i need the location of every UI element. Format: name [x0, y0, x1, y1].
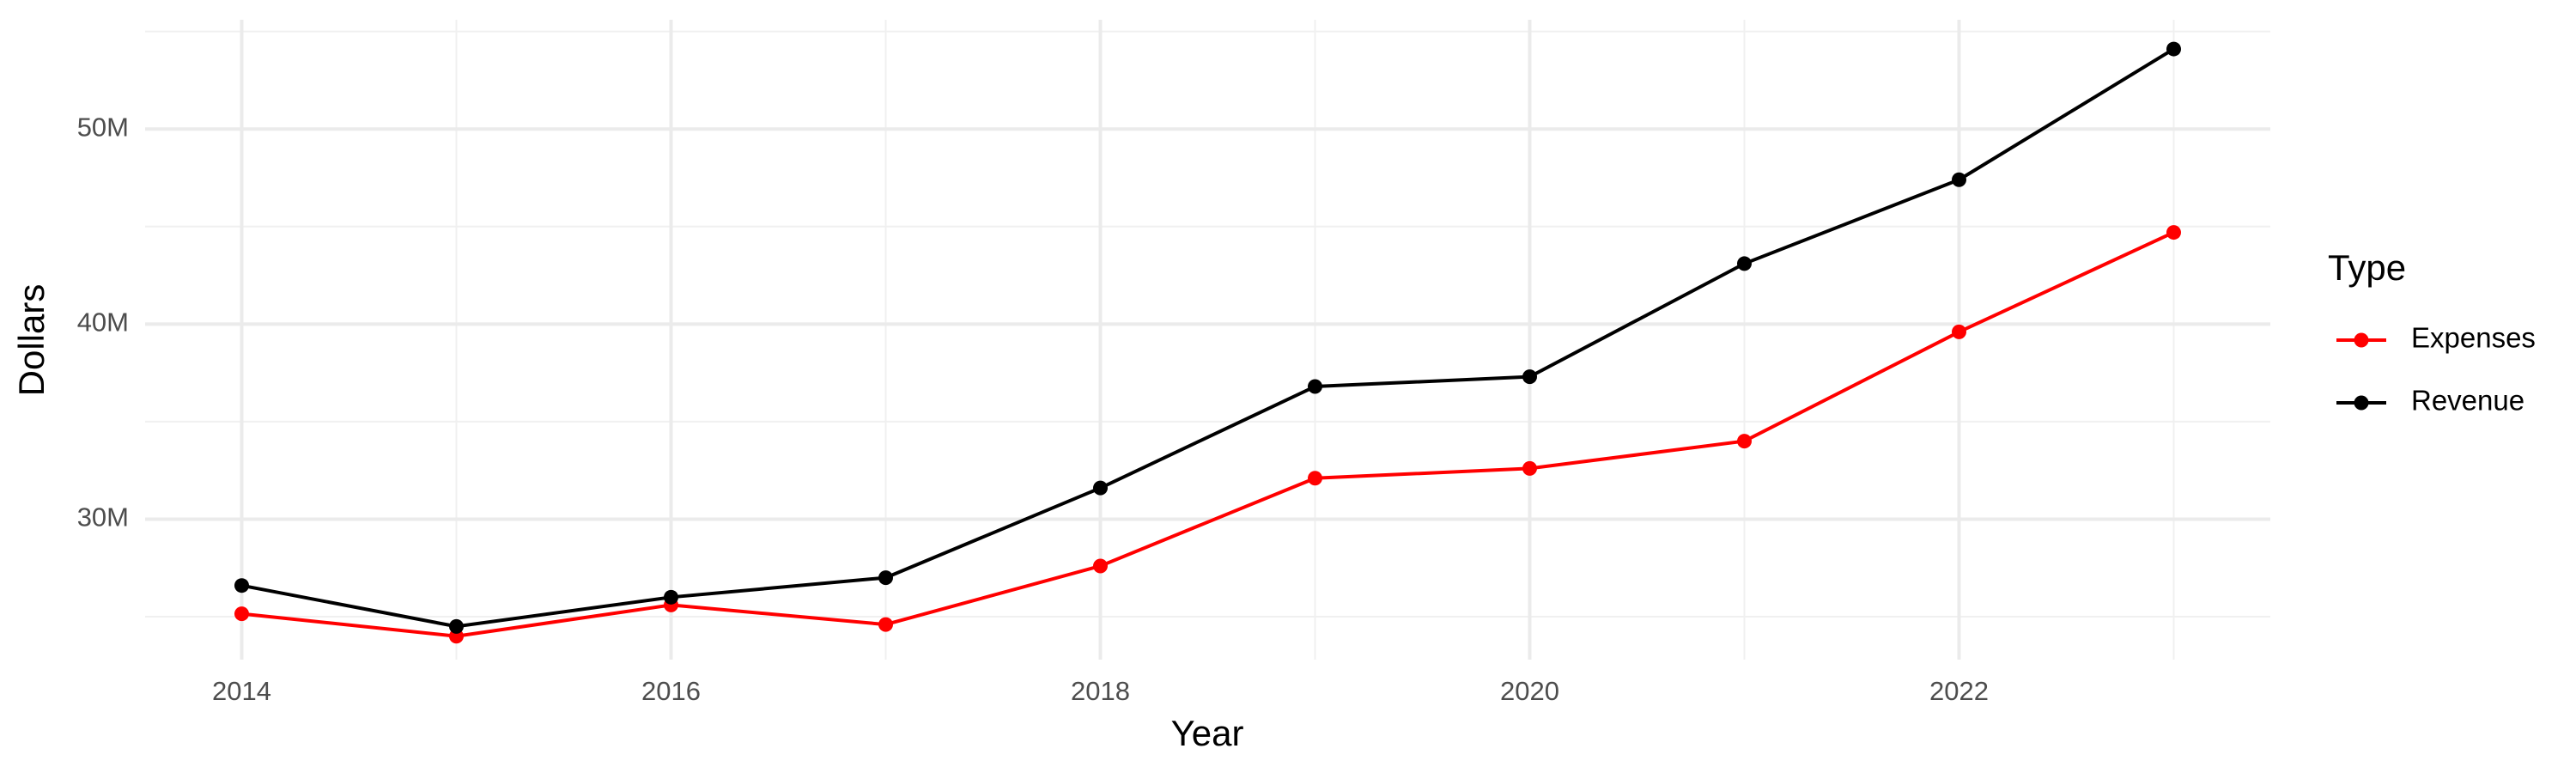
data-point: [234, 578, 249, 593]
data-point: [1308, 379, 1322, 394]
data-point: [2166, 225, 2181, 240]
data-point: [234, 606, 249, 622]
data-point: [449, 618, 464, 634]
data-point: [2166, 41, 2181, 57]
x-axis-title: Year: [1171, 713, 1244, 753]
data-point: [1952, 324, 1966, 339]
legend-label: Expenses: [2411, 322, 2536, 354]
legend-title: Type: [2328, 247, 2406, 288]
legend-key-point: [2354, 332, 2369, 348]
x-tick-label: 2016: [641, 676, 701, 706]
data-point: [1737, 256, 1752, 271]
series-line: [241, 47, 2175, 629]
x-tick-label: 2014: [212, 676, 271, 706]
data-point: [878, 570, 893, 586]
data-point: [1522, 369, 1537, 385]
data-point: [1093, 558, 1108, 574]
x-tick-label: 2022: [1929, 676, 1989, 706]
y-tick-label: 50M: [77, 112, 129, 142]
data-point: [1952, 172, 1966, 187]
data-point: [664, 589, 678, 605]
data-point: [1522, 460, 1537, 476]
x-tick-label: 2020: [1500, 676, 1559, 706]
series-line: [241, 230, 2175, 638]
data-point: [1737, 434, 1752, 449]
y-tick-label: 40M: [77, 307, 129, 338]
x-tick-label: 2018: [1071, 676, 1130, 706]
legend-key-point: [2354, 395, 2369, 411]
data-point: [1093, 480, 1108, 496]
legend-label: Revenue: [2411, 385, 2524, 417]
y-tick-label: 30M: [77, 502, 129, 533]
data-point: [878, 617, 893, 632]
y-axis-title: Dollars: [11, 284, 52, 397]
data-point: [1308, 471, 1322, 486]
